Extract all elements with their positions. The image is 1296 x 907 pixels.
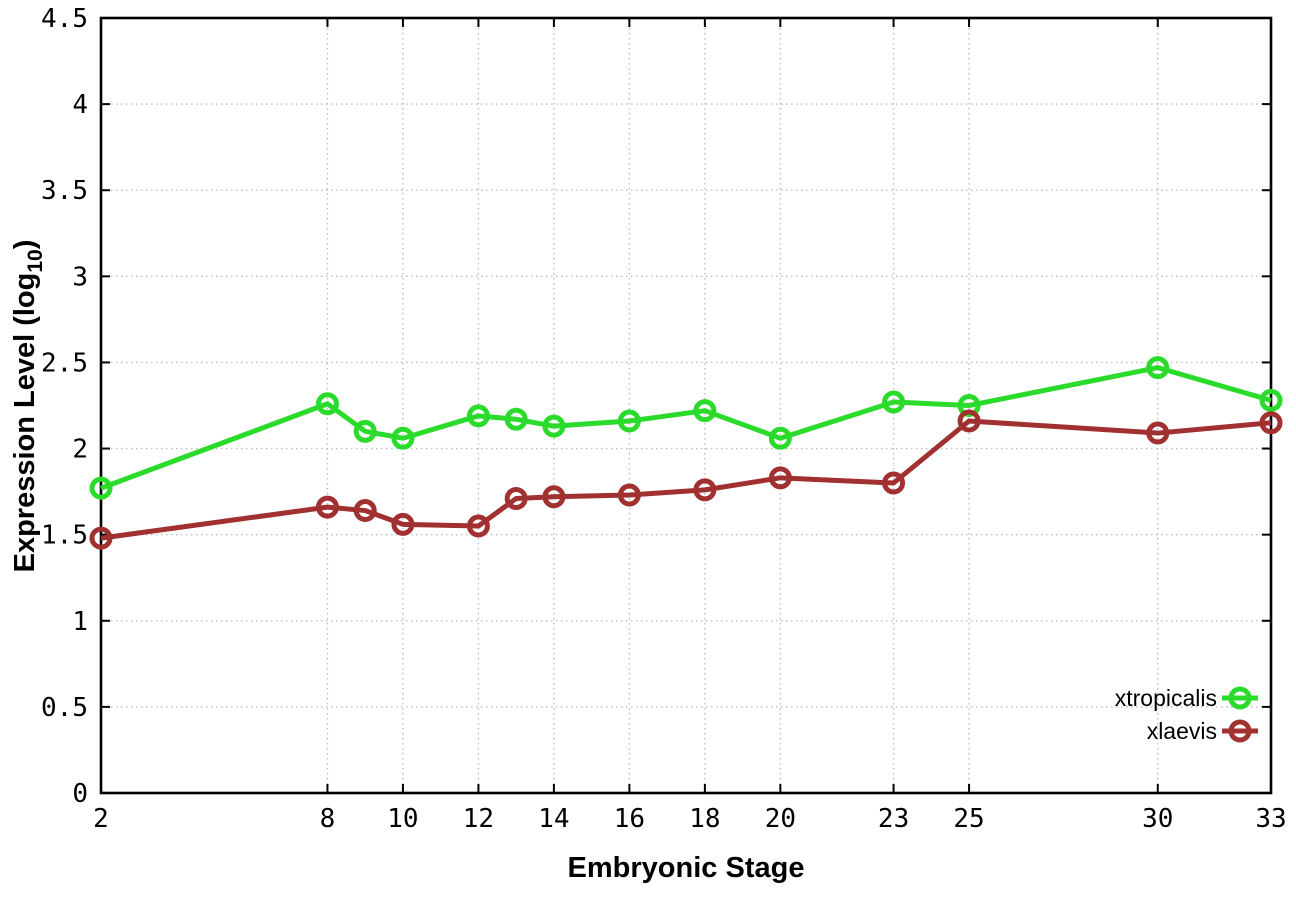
x-tick-label: 20 xyxy=(765,804,796,834)
x-tick-label: 10 xyxy=(387,804,418,834)
legend: xtropicalis xlaevis xyxy=(1115,685,1258,744)
data-point-xlaevis xyxy=(466,514,490,538)
y-tick-label: 2 xyxy=(72,435,88,465)
plot-border xyxy=(99,16,1273,795)
y-tick-label: 3 xyxy=(72,262,88,292)
y-tick-label: 0.5 xyxy=(41,693,88,723)
data-point-xlaevis xyxy=(315,495,339,519)
data-point-xlaevis xyxy=(353,499,377,523)
y-tick-label: 2.5 xyxy=(41,348,88,378)
x-tick-label: 16 xyxy=(614,804,645,834)
legend-item-xtropicalis: xtropicalis xyxy=(1115,685,1258,711)
x-tick-label: 2 xyxy=(93,804,109,834)
x-tick-label: 33 xyxy=(1255,804,1286,834)
x-tick-label: 8 xyxy=(320,804,336,834)
data-point-xlaevis xyxy=(882,471,906,495)
y-axis-title: Expression Level (log10) xyxy=(9,240,47,573)
x-tick-label: 25 xyxy=(953,804,984,834)
x-tick-label: 30 xyxy=(1142,804,1173,834)
data-point-xtropicalis xyxy=(882,390,906,414)
series-line-xtropicalis xyxy=(100,365,1272,491)
legend-marker-xtropicalis xyxy=(1228,686,1252,710)
x-axis-title: Embryonic Stage xyxy=(568,852,805,884)
data-point-xlaevis xyxy=(768,466,792,490)
gridlines xyxy=(101,18,1271,793)
y-tick-label: 3.5 xyxy=(41,176,88,206)
y-tick-label: 0 xyxy=(72,779,88,809)
data-point-xlaevis xyxy=(617,483,641,507)
legend-item-xlaevis: xlaevis xyxy=(1147,718,1258,744)
data-point-xtropicalis xyxy=(315,392,339,416)
data-point-xtropicalis xyxy=(353,419,377,443)
data-point-xtropicalis xyxy=(617,409,641,433)
data-point-xtropicalis xyxy=(693,399,717,423)
y-tick-label: 1.5 xyxy=(41,521,88,551)
data-point-xlaevis xyxy=(391,512,415,536)
data-point-xtropicalis xyxy=(768,426,792,450)
data-point-xlaevis xyxy=(957,409,981,433)
data-point-xtropicalis xyxy=(1146,356,1170,380)
y-tick-label: 1 xyxy=(72,607,88,637)
y-tick-label: 4 xyxy=(72,90,88,120)
data-point-xtropicalis xyxy=(504,407,528,431)
x-tick-label: 23 xyxy=(878,804,909,834)
series-xlaevis xyxy=(89,409,1283,550)
data-point-xlaevis xyxy=(504,487,528,510)
data-point-xtropicalis xyxy=(89,476,113,500)
tick-marks xyxy=(100,17,1272,794)
data-point-xlaevis xyxy=(1146,421,1170,445)
data-point-xtropicalis xyxy=(391,426,415,450)
data-point-xlaevis xyxy=(1259,411,1283,435)
series-line-xlaevis xyxy=(100,418,1272,541)
data-point-xtropicalis xyxy=(1259,388,1283,412)
data-point-xtropicalis xyxy=(542,414,566,438)
legend-label-xlaevis: xlaevis xyxy=(1147,718,1217,744)
data-point-xtropicalis xyxy=(466,404,490,428)
y-tick-labels: 0 0.5 1 1.5 2 2.5 3 3.5 4 4.5 xyxy=(41,4,88,809)
y-tick-label: 4.5 xyxy=(41,4,88,34)
data-point-xlaevis xyxy=(542,485,566,509)
data-point-xlaevis xyxy=(693,478,717,502)
x-tick-labels: 2 8 10 12 14 16 18 20 23 25 30 33 xyxy=(93,804,1286,834)
legend-label-xtropicalis: xtropicalis xyxy=(1115,685,1217,711)
x-tick-label: 18 xyxy=(689,804,720,834)
x-tick-label: 14 xyxy=(538,804,569,834)
legend-marker-xlaevis xyxy=(1228,719,1252,743)
data-point-xlaevis xyxy=(89,526,113,550)
series-xtropicalis xyxy=(89,356,1283,500)
x-tick-label: 12 xyxy=(463,804,494,834)
